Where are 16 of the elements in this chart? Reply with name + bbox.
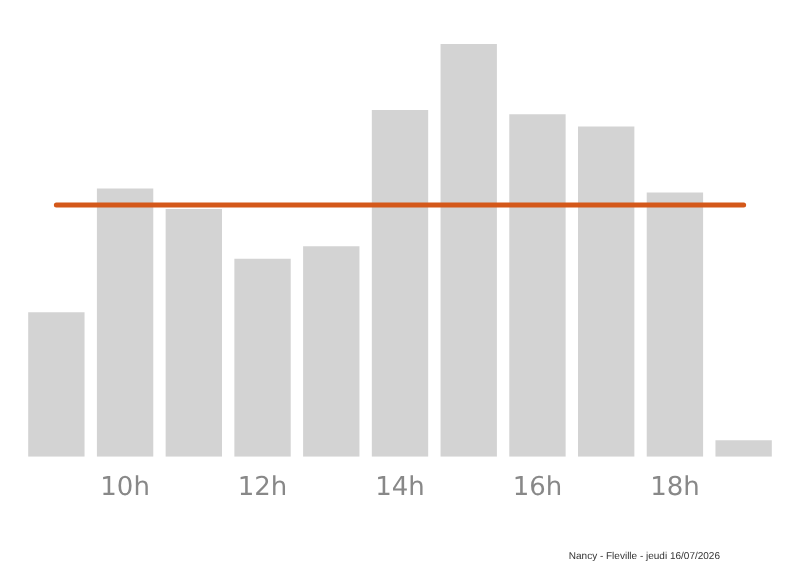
bar [28,312,85,457]
bar [715,440,772,457]
bar [165,209,222,457]
bar [234,258,291,457]
bar [509,114,566,457]
x-tick-label: 14h [375,473,425,504]
bar [371,110,429,457]
x-tick-label: 12h [237,473,288,504]
bar [440,44,497,457]
bar [96,188,154,457]
x-tick-label: 10h [100,473,150,504]
x-tick-label: 16h [512,473,563,504]
bar [303,246,360,457]
bar [646,192,704,457]
bar [578,126,635,457]
x-tick-label: 18h [650,473,700,504]
